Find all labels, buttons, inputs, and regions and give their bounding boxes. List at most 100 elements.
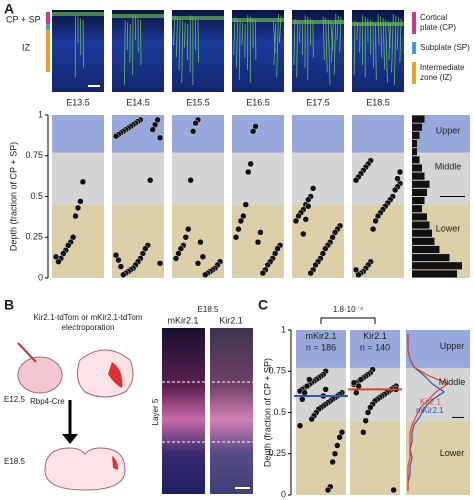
layer-label: Layer 5	[151, 398, 160, 425]
n-label: n = 186	[306, 343, 336, 353]
cell-dot	[396, 168, 404, 176]
neuron-trace	[178, 18, 181, 71]
neuron-trace	[327, 19, 331, 86]
neuron-trace	[393, 15, 397, 86]
cell-dot	[232, 234, 240, 241]
cell-dot	[390, 486, 397, 494]
neuron-trace	[276, 13, 279, 78]
cell-dot	[249, 128, 257, 135]
zone-band	[406, 367, 470, 421]
cell-dot	[199, 253, 207, 261]
neuron-trace	[175, 17, 178, 58]
histogram-bar	[412, 115, 425, 123]
cell-dot	[120, 271, 127, 278]
cp-glow	[352, 22, 404, 26]
cell-dot	[156, 134, 164, 142]
band-label: Middle	[439, 377, 466, 387]
cell-dot	[352, 176, 360, 184]
cell-dot	[308, 415, 315, 423]
histogram-bar	[412, 164, 422, 172]
histogram-bar	[412, 188, 427, 196]
histogram-bar	[412, 197, 425, 205]
image-label: mKir2.1	[167, 315, 198, 325]
driver-label: Rbp4-Cre	[30, 397, 65, 406]
stage-label: E16.5	[246, 97, 270, 107]
cell-dot	[303, 382, 311, 390]
cell-dot	[77, 198, 84, 205]
neuron-trace	[293, 18, 296, 66]
zone-band	[352, 115, 404, 153]
cell-dot	[117, 263, 125, 270]
labeled-region	[112, 456, 118, 470]
electroporated-region	[108, 362, 123, 388]
cell-dot	[329, 458, 336, 466]
cell-dot	[394, 175, 401, 182]
cell-dot	[52, 253, 60, 261]
legend-swatch	[412, 12, 416, 34]
stage-label: E18.5	[4, 457, 25, 466]
legend-label: plate (CP)	[420, 23, 456, 32]
cell-dot	[306, 376, 313, 383]
legend-label: Cortical	[420, 13, 447, 22]
cell-dot	[242, 201, 249, 208]
cell-dot	[72, 212, 79, 220]
legend-swatch	[412, 62, 416, 84]
image-stage: E18.5	[198, 305, 219, 314]
neuron-trace	[385, 19, 388, 83]
neuron-trace	[233, 17, 236, 56]
p-value: 1.8·10⁻⁴	[333, 305, 364, 314]
neuron-trace	[238, 20, 241, 81]
panel-label: B	[4, 297, 14, 313]
legend-label: Subplate (SP)	[420, 43, 470, 52]
histogram-bar	[412, 221, 430, 229]
cell-dot	[334, 442, 341, 449]
stage-label: E17.5	[306, 97, 330, 107]
group-label: mKir2.1	[305, 331, 336, 341]
cell-dot	[182, 234, 189, 241]
image-label: IZ	[22, 42, 31, 52]
cell-dot	[259, 269, 267, 277]
cp-glow	[292, 20, 344, 24]
cell-dot	[192, 119, 199, 127]
zone-bar	[46, 24, 50, 30]
cell-dot	[187, 176, 194, 184]
embryo	[17, 356, 63, 394]
histogram-bar	[412, 270, 457, 278]
zone-band	[232, 152, 284, 205]
zone-band	[292, 152, 344, 205]
stage-label: E18.5	[366, 97, 390, 107]
cell-dot	[237, 217, 245, 225]
cell-dot	[194, 260, 202, 267]
neuron-trace	[123, 20, 126, 86]
schematic	[17, 328, 253, 494]
cell-dot	[352, 266, 360, 274]
histogram-bar	[412, 148, 417, 156]
cell-dot	[301, 389, 308, 396]
stage-label: E12.5	[4, 395, 25, 404]
stage-label: E13.5	[66, 97, 90, 107]
cell-dot	[299, 396, 306, 403]
cell-dot	[322, 386, 329, 393]
cell-dot	[331, 450, 339, 457]
cell-dot	[391, 186, 399, 194]
neuron-trace	[181, 20, 184, 83]
neuron-trace	[299, 22, 301, 43]
stage-label: E15.5	[186, 97, 210, 107]
band-label: Upper	[436, 126, 461, 136]
histogram-line	[407, 334, 450, 491]
cell-dot	[305, 203, 312, 210]
cell-dot	[197, 238, 204, 246]
y-tick-label: 0.25	[268, 448, 286, 458]
cp-glow	[172, 16, 224, 20]
neuron-trace	[382, 17, 386, 71]
cell-dot	[257, 229, 264, 236]
cell-dot	[245, 168, 252, 176]
panel-label: C	[258, 297, 268, 313]
y-tick-label: 0.75	[25, 150, 43, 160]
zone-band	[406, 420, 470, 495]
zone-bar	[46, 12, 50, 24]
cell-dot	[357, 376, 365, 383]
y-axis-title: Depth (fraction of CP + SP)	[8, 142, 18, 251]
